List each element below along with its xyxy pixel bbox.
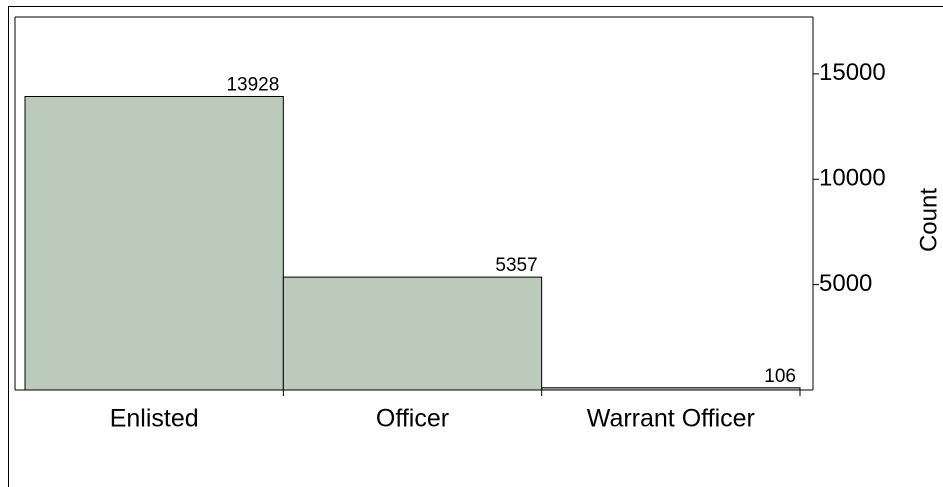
x-tick-label: Enlisted: [110, 405, 199, 433]
bar: [282, 276, 543, 391]
value-label: 106: [764, 366, 796, 387]
bar: [24, 95, 284, 391]
x-tick-label: Officer: [376, 405, 449, 433]
x-tick-label: Warrant Officer: [587, 405, 755, 433]
y-tick-label: 15000: [819, 59, 886, 86]
value-label: 5357: [495, 255, 537, 276]
bar: [541, 387, 801, 391]
y-tick-label: 10000: [819, 165, 886, 192]
value-label: 13928: [226, 75, 279, 96]
frame: [8, 6, 943, 487]
y-tick-label: 5000: [819, 270, 872, 297]
y-axis-label: Count: [915, 188, 942, 252]
